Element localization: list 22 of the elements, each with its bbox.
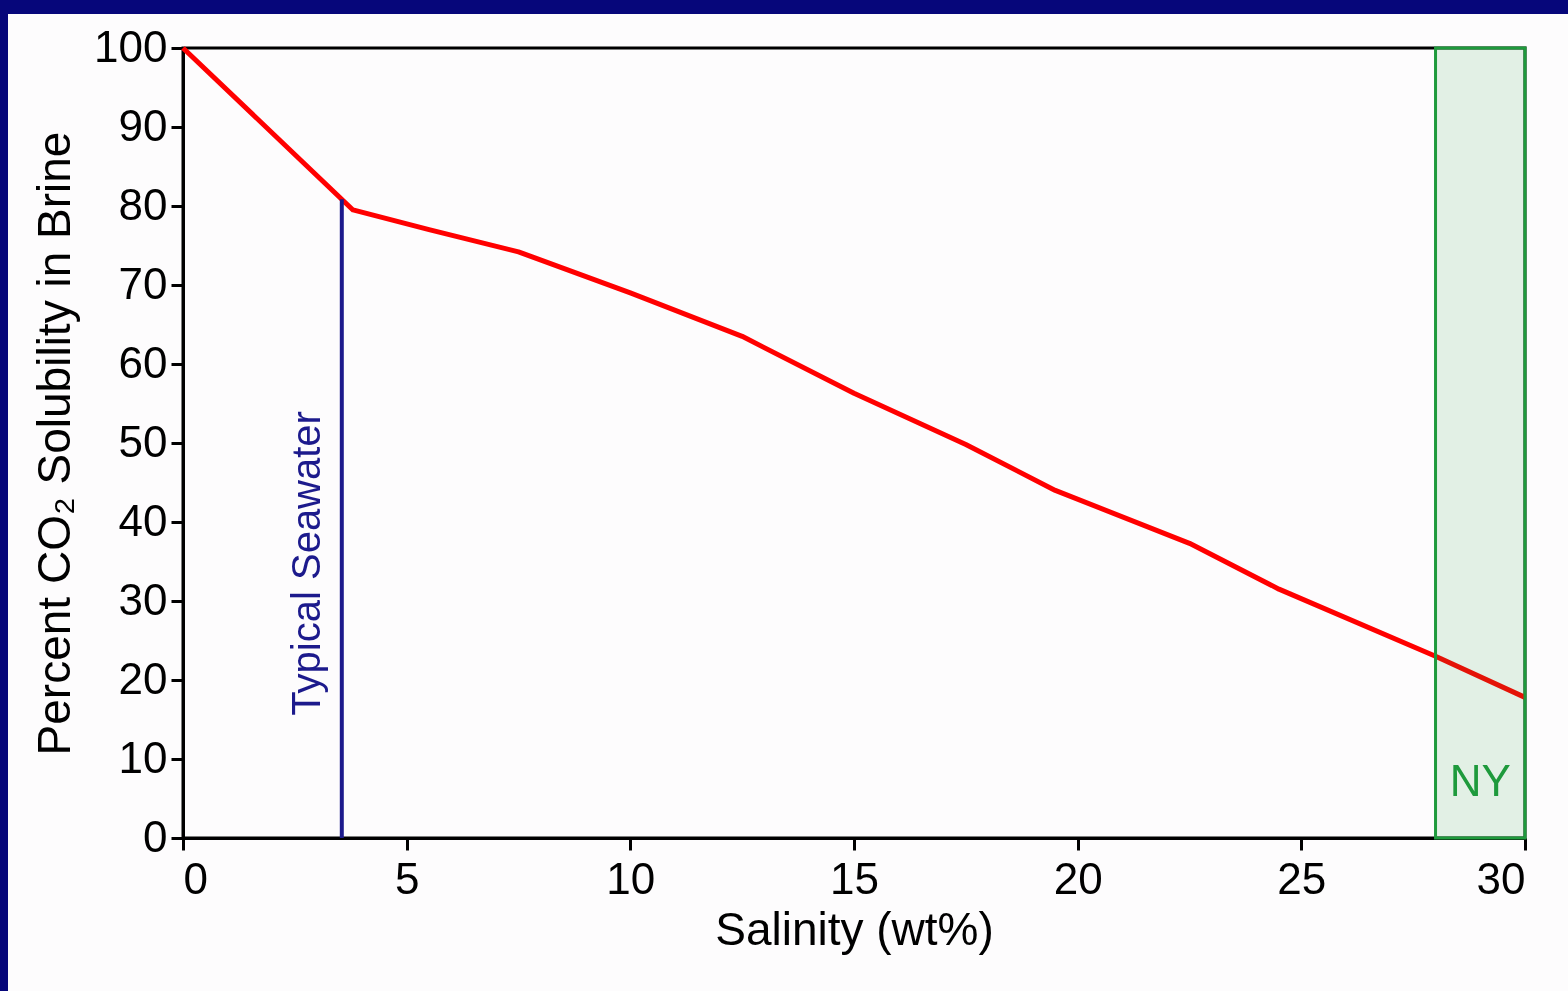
y-tick-label: 40: [118, 495, 168, 545]
x-tick-label: 15: [830, 853, 879, 903]
x-tick-label: 20: [1053, 853, 1103, 903]
y-tick-label: 80: [118, 179, 168, 229]
x-axis-title: Salinity (wt%): [715, 902, 994, 955]
y-tick-label: 100: [94, 21, 168, 71]
y-tick-label: 10: [118, 732, 168, 782]
x-tick-label: 10: [606, 853, 656, 903]
y-axis-title: Percent CO₂ Solubility in Brine: [28, 131, 81, 756]
y-tick-label: 20: [118, 653, 168, 703]
x-tick-label: 0: [183, 853, 208, 903]
y-tick-label: 0: [143, 811, 168, 861]
band-label: NY: [1449, 755, 1511, 805]
y-tick-label: 90: [118, 100, 168, 150]
x-tick-label: 25: [1277, 853, 1327, 903]
y-tick-label: 60: [118, 337, 168, 387]
ref-line-label: Typical Seawater: [283, 411, 328, 716]
y-tick-label: 50: [118, 416, 168, 466]
x-tick-label: 30: [1476, 853, 1526, 903]
x-tick-label: 5: [394, 853, 420, 903]
y-tick-label: 70: [118, 258, 168, 308]
y-tick-label: 30: [118, 574, 168, 624]
